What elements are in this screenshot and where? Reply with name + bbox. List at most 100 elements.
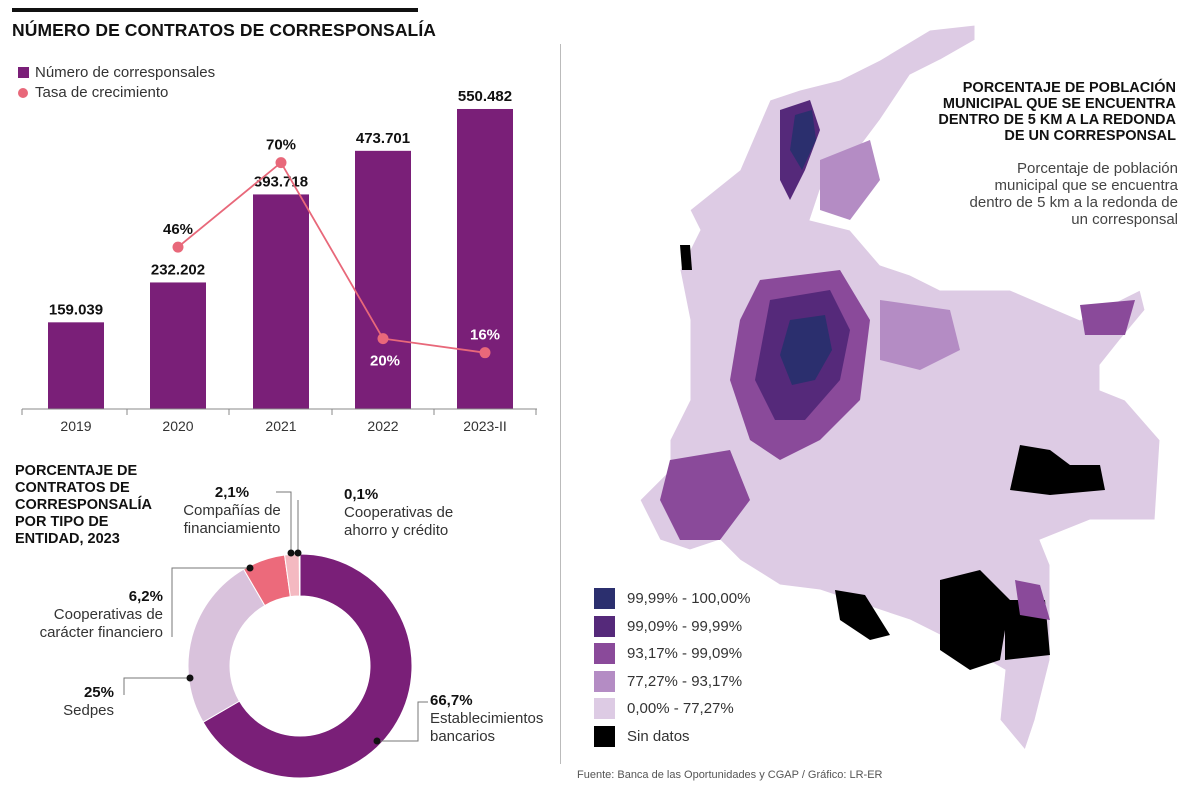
source-note: Fuente: Banca de las Oportunidades y CGA…	[577, 769, 883, 781]
donut-label-coop-ahorro: 0,1% Cooperativas de ahorro y crédito	[344, 486, 453, 540]
growth-label: 46%	[163, 221, 193, 238]
map-region-nodata-coast	[680, 245, 692, 270]
donut-text-sedpes: Sedpes	[63, 702, 114, 719]
donut-pct-financiamiento: 2,1%	[214, 484, 250, 501]
x-tick-label: 2019	[60, 418, 91, 434]
map-region-andes-high	[790, 110, 816, 170]
donut-text-bancarios-2: bancarios	[430, 728, 496, 745]
bar-value-label: 473.701	[356, 130, 410, 147]
map-region-east	[880, 300, 960, 370]
map-legend-label: 99,09% - 99,99%	[627, 617, 743, 635]
title-rule	[12, 8, 418, 12]
donut-leader-line	[123, 677, 190, 695]
map-legend-swatch	[594, 588, 615, 610]
map-legend-label: 99,99% - 100,00%	[627, 590, 751, 608]
donut-text-coop-ahorro-1: Cooperativas de	[344, 504, 454, 521]
map-legend-swatch	[594, 698, 615, 720]
map-legend-row: 0,00% - 77,27%	[594, 695, 750, 723]
donut-text-coop-ahorro-2: ahorro y crédito	[344, 522, 449, 539]
donut-slice-0	[202, 553, 413, 779]
map-legend-row: 93,17% - 99,09%	[594, 640, 750, 668]
donut-pct-bancarios: 66,7%	[430, 692, 473, 709]
map-legend-row: 77,27% - 93,17%	[594, 668, 750, 696]
map-legend-row: Sin datos	[594, 723, 750, 751]
donut-pct-coop-ahorro: 0,1%	[344, 486, 379, 503]
bar-2019	[48, 322, 104, 409]
map-legend-label: 77,27% - 93,17%	[627, 672, 743, 690]
bar-value-label: 232.202	[151, 261, 205, 278]
donut-leader-dot	[373, 737, 381, 745]
colombia-map	[639, 24, 1161, 752]
map-region-east-purple	[1080, 300, 1135, 335]
donut-leader-dot	[294, 549, 302, 557]
donut-leader-line	[171, 567, 250, 637]
bar-value-label: 159.039	[49, 301, 103, 318]
donut-label-financiamiento: 2,1% Compañías de financiamiento	[176, 484, 288, 538]
map-legend-swatch	[594, 643, 615, 665]
donut-text-financiamiento-2: financiamiento	[183, 520, 281, 537]
map-region-south-west	[660, 450, 750, 540]
x-tick-label: 2023-II	[463, 418, 507, 434]
growth-point	[275, 157, 287, 169]
legend-bar-label: Número de corresponsales	[35, 64, 216, 81]
map-subtitle: Porcentaje de población municipal que se…	[969, 160, 1178, 228]
donut-label-sedpes: 25% Sedpes	[60, 684, 114, 720]
legend-bars: Número de corresponsales	[18, 64, 215, 81]
growth-point	[172, 241, 184, 253]
map-legend-label: Sin datos	[627, 727, 690, 745]
donut-text-bancarios-1: Establecimientos	[430, 710, 544, 727]
bar-2021	[253, 194, 309, 409]
bar-2023-II	[457, 108, 513, 410]
map-legend-row: 99,99% - 100,00%	[594, 585, 750, 613]
donut-text-coop-financiero-1: Cooperativas de	[53, 606, 163, 623]
donut-chart-title: PORCENTAJE DE CONTRATOS DE CORRESPONSALÍ…	[15, 463, 152, 547]
donut-label-bancarios: 66,7% Establecimientos bancarios	[430, 692, 543, 746]
bar-chart-title: NÚMERO DE CONTRATOS DE CORRESPONSALÍA	[12, 20, 437, 40]
bar-value-label: 393.718	[254, 173, 308, 190]
map-region-nodata-west	[835, 590, 890, 640]
map-legend-swatch	[594, 670, 615, 692]
donut-pct-sedpes: 25%	[83, 684, 114, 701]
bar-chart: 159.039 232.202 393.718 473.701 550.482 2019 2…	[21, 88, 537, 434]
map-region-nodata-east	[1010, 445, 1105, 495]
map-legend-swatch	[594, 615, 615, 637]
map-region-amazon-purple	[1015, 580, 1050, 620]
donut-text-coop-financiero-2: carácter financiero	[39, 624, 163, 641]
legend-bar-swatch	[18, 67, 29, 78]
map-region-north	[820, 140, 880, 220]
growth-line	[177, 161, 486, 354]
donut-text-financiamiento-1: Compañías de	[183, 502, 281, 519]
donut-leader-dot	[246, 564, 254, 572]
legend-line-swatch	[18, 88, 28, 98]
map-legend-label: 93,17% - 99,09%	[627, 645, 743, 663]
donut-leader-line	[377, 701, 428, 742]
x-tick-label: 2022	[367, 418, 398, 434]
donut-slice-4	[298, 553, 301, 597]
donut-leader-line	[276, 491, 292, 553]
growth-label: 70%	[266, 137, 296, 154]
growth-label: 20%	[370, 353, 400, 370]
map-region-nodata-south	[940, 570, 1010, 670]
donut-slice-1	[187, 568, 266, 723]
map-legend-swatch	[594, 725, 615, 747]
section-divider	[560, 44, 561, 764]
bar-2020	[150, 282, 206, 409]
donut-leader-dot	[186, 674, 194, 682]
growth-point	[479, 347, 491, 359]
map-legend-row: 99,09% - 99,99%	[594, 613, 750, 641]
donut-chart	[123, 491, 428, 779]
x-tick-label: 2020	[162, 418, 193, 434]
x-tick-label: 2021	[265, 418, 296, 434]
growth-point	[377, 333, 389, 345]
map-legend-label: 0,00% - 77,27%	[627, 700, 734, 718]
map-title: PORCENTAJE DE POBLACIÓN MUNICIPAL QUE SE…	[938, 80, 1176, 144]
map-country-shape	[639, 24, 1161, 752]
bar-2022	[355, 150, 411, 410]
legend-line: Tasa de crecimiento	[18, 84, 168, 101]
donut-pct-coop-financiero: 6,2%	[128, 588, 163, 605]
map-region-core	[780, 315, 832, 385]
donut-label-coop-financiero: 6,2% Cooperativas de carácter financiero	[20, 588, 163, 642]
legend-line-label: Tasa de crecimiento	[35, 84, 169, 101]
growth-label: 16%	[470, 327, 500, 344]
map-legend: 99,99% - 100,00% 99,09% - 99,99% 93,17% …	[594, 585, 750, 750]
